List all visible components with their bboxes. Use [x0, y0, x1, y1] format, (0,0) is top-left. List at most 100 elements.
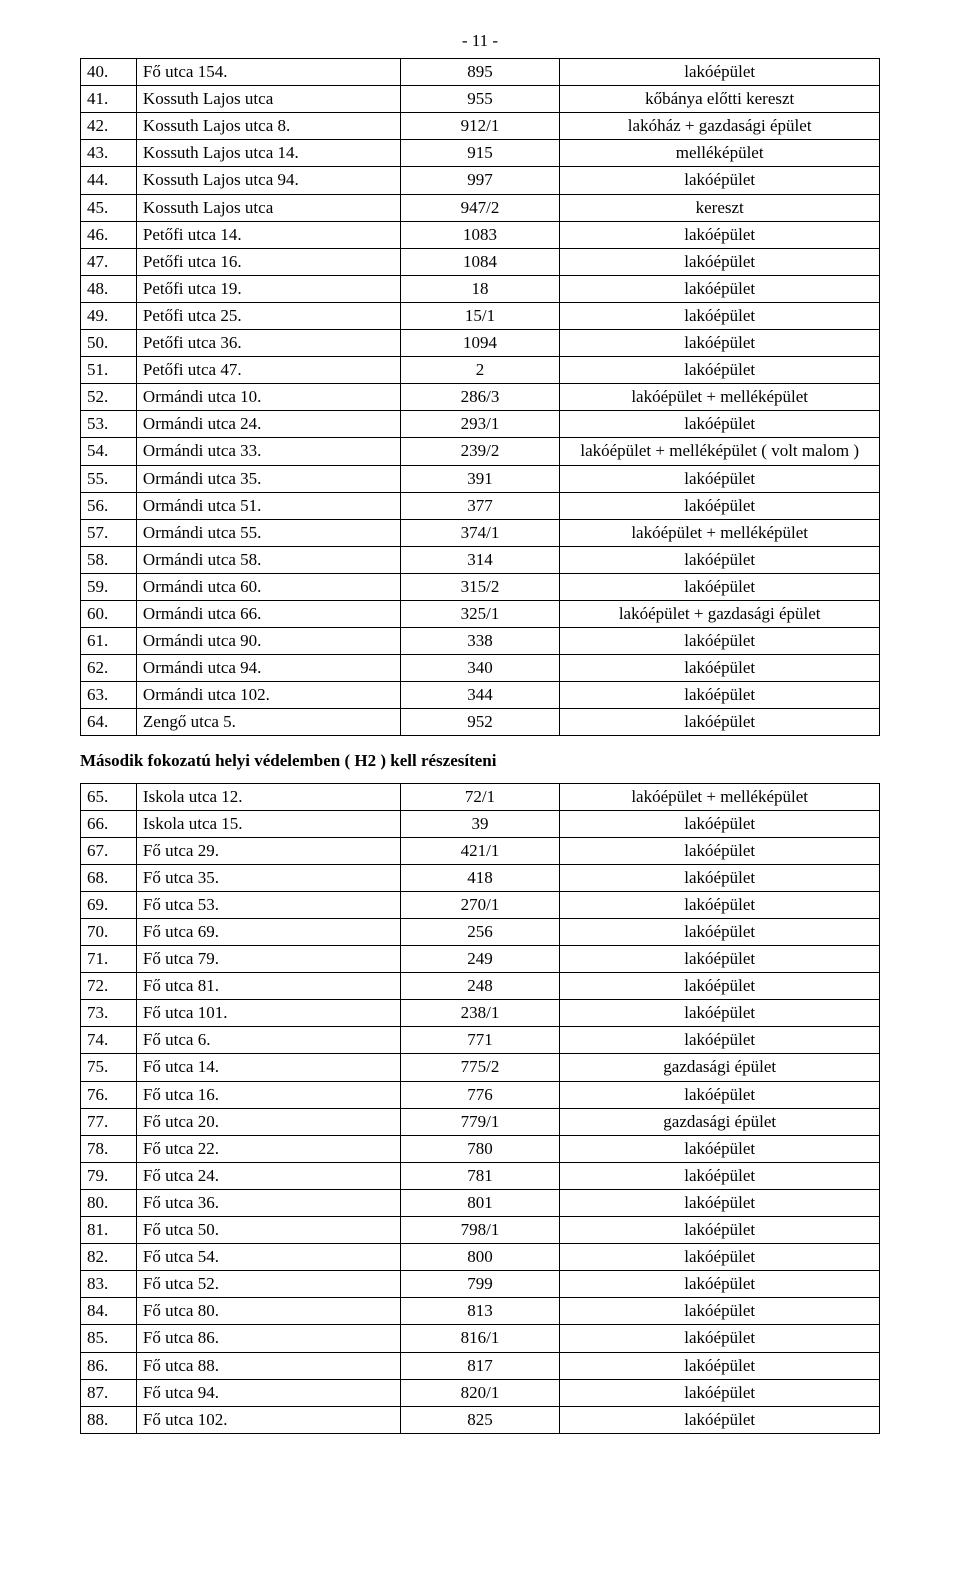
row-code: 18 — [400, 275, 560, 302]
row-number: 86. — [81, 1352, 137, 1379]
table-row: 82.Fő utca 54.800lakóépület — [81, 1244, 880, 1271]
table-row: 86.Fő utca 88.817lakóépület — [81, 1352, 880, 1379]
row-address: Fő utca 22. — [136, 1135, 400, 1162]
row-number: 65. — [81, 783, 137, 810]
row-address: Ormándi utca 66. — [136, 600, 400, 627]
table-row: 63.Ormándi utca 102.344lakóépület — [81, 682, 880, 709]
table-row: 65.Iskola utca 12.72/1lakóépület + mellé… — [81, 783, 880, 810]
row-description: lakóépület — [560, 810, 880, 837]
row-description: gazdasági épület — [560, 1054, 880, 1081]
row-address: Iskola utca 12. — [136, 783, 400, 810]
row-number: 71. — [81, 946, 137, 973]
row-code: 374/1 — [400, 519, 560, 546]
row-address: Ormándi utca 10. — [136, 384, 400, 411]
row-address: Fő utca 50. — [136, 1217, 400, 1244]
row-address: Fő utca 94. — [136, 1379, 400, 1406]
row-number: 82. — [81, 1244, 137, 1271]
table-row: 75.Fő utca 14.775/2gazdasági épület — [81, 1054, 880, 1081]
row-address: Ormándi utca 51. — [136, 492, 400, 519]
table-row: 74.Fő utca 6.771lakóépület — [81, 1027, 880, 1054]
row-number: 68. — [81, 864, 137, 891]
row-code: 1083 — [400, 221, 560, 248]
row-number: 43. — [81, 140, 137, 167]
row-address: Iskola utca 15. — [136, 810, 400, 837]
table-row: 54.Ormándi utca 33.239/2lakóépület + mel… — [81, 438, 880, 465]
row-code: 947/2 — [400, 194, 560, 221]
row-address: Fő utca 35. — [136, 864, 400, 891]
row-description: lakóépület + melléképület — [560, 783, 880, 810]
row-address: Fő utca 102. — [136, 1406, 400, 1433]
row-code: 771 — [400, 1027, 560, 1054]
row-address: Fő utca 16. — [136, 1081, 400, 1108]
table-row: 83.Fő utca 52.799lakóépület — [81, 1271, 880, 1298]
table-row: 43.Kossuth Lajos utca 14.915melléképület — [81, 140, 880, 167]
row-code: 239/2 — [400, 438, 560, 465]
row-address: Fő utca 54. — [136, 1244, 400, 1271]
row-description: lakóépület — [560, 1325, 880, 1352]
row-code: 340 — [400, 655, 560, 682]
table-row: 81.Fő utca 50.798/1lakóépület — [81, 1217, 880, 1244]
row-address: Ormándi utca 94. — [136, 655, 400, 682]
row-address: Fő utca 81. — [136, 973, 400, 1000]
row-description: lakóépület — [560, 465, 880, 492]
row-code: 15/1 — [400, 302, 560, 329]
table-row: 87.Fő utca 94.820/1lakóépület — [81, 1379, 880, 1406]
row-code: 256 — [400, 919, 560, 946]
row-description: lakóépület — [560, 357, 880, 384]
row-address: Petőfi utca 19. — [136, 275, 400, 302]
row-code: 915 — [400, 140, 560, 167]
row-code: 820/1 — [400, 1379, 560, 1406]
row-description: lakóépület — [560, 837, 880, 864]
row-number: 78. — [81, 1135, 137, 1162]
row-code: 799 — [400, 1271, 560, 1298]
row-description: lakóépület — [560, 1162, 880, 1189]
row-description: lakóépület — [560, 628, 880, 655]
row-address: Kossuth Lajos utca 14. — [136, 140, 400, 167]
table-row: 80.Fő utca 36.801lakóépület — [81, 1189, 880, 1216]
row-description: kereszt — [560, 194, 880, 221]
row-code: 781 — [400, 1162, 560, 1189]
table-row: 50.Petőfi utca 36.1094lakóépület — [81, 330, 880, 357]
page: - 11 - 40.Fő utca 154.895lakóépület41.Ko… — [0, 0, 960, 1474]
row-address: Ormándi utca 90. — [136, 628, 400, 655]
row-number: 51. — [81, 357, 137, 384]
table-row: 51.Petőfi utca 47.2lakóépület — [81, 357, 880, 384]
row-description: lakóépület — [560, 1217, 880, 1244]
row-address: Fő utca 53. — [136, 891, 400, 918]
row-description: lakóépület — [560, 248, 880, 275]
row-code: 248 — [400, 973, 560, 1000]
row-address: Fő utca 24. — [136, 1162, 400, 1189]
row-number: 67. — [81, 837, 137, 864]
row-address: Kossuth Lajos utca 8. — [136, 113, 400, 140]
row-description: lakóépület + melléképület — [560, 384, 880, 411]
row-number: 85. — [81, 1325, 137, 1352]
table-row: 73.Fő utca 101.238/1lakóépület — [81, 1000, 880, 1027]
row-address: Ormándi utca 102. — [136, 682, 400, 709]
table-row: 76.Fő utca 16.776lakóépület — [81, 1081, 880, 1108]
table-row: 84.Fő utca 80.813lakóépület — [81, 1298, 880, 1325]
row-address: Ormándi utca 35. — [136, 465, 400, 492]
table-row: 77.Fő utca 20.779/1gazdasági épület — [81, 1108, 880, 1135]
row-code: 825 — [400, 1406, 560, 1433]
row-address: Fő utca 52. — [136, 1271, 400, 1298]
row-address: Fő utca 79. — [136, 946, 400, 973]
row-address: Fő utca 36. — [136, 1189, 400, 1216]
row-number: 73. — [81, 1000, 137, 1027]
table-row: 67.Fő utca 29.421/1lakóépület — [81, 837, 880, 864]
row-address: Kossuth Lajos utca — [136, 86, 400, 113]
row-description: lakóépület — [560, 1244, 880, 1271]
row-address: Fő utca 20. — [136, 1108, 400, 1135]
table-row: 64.Zengő utca 5.952lakóépület — [81, 709, 880, 736]
row-code: 776 — [400, 1081, 560, 1108]
table-row: 40.Fő utca 154.895lakóépület — [81, 59, 880, 86]
table-row: 60.Ormándi utca 66.325/1lakóépület + gaz… — [81, 600, 880, 627]
row-description: lakóépület + melléképület — [560, 519, 880, 546]
row-code: 418 — [400, 864, 560, 891]
table-row: 55.Ormándi utca 35.391lakóépület — [81, 465, 880, 492]
row-code: 338 — [400, 628, 560, 655]
row-number: 48. — [81, 275, 137, 302]
row-code: 801 — [400, 1189, 560, 1216]
table-row: 45.Kossuth Lajos utca947/2kereszt — [81, 194, 880, 221]
row-description: lakóépület — [560, 1135, 880, 1162]
row-code: 286/3 — [400, 384, 560, 411]
